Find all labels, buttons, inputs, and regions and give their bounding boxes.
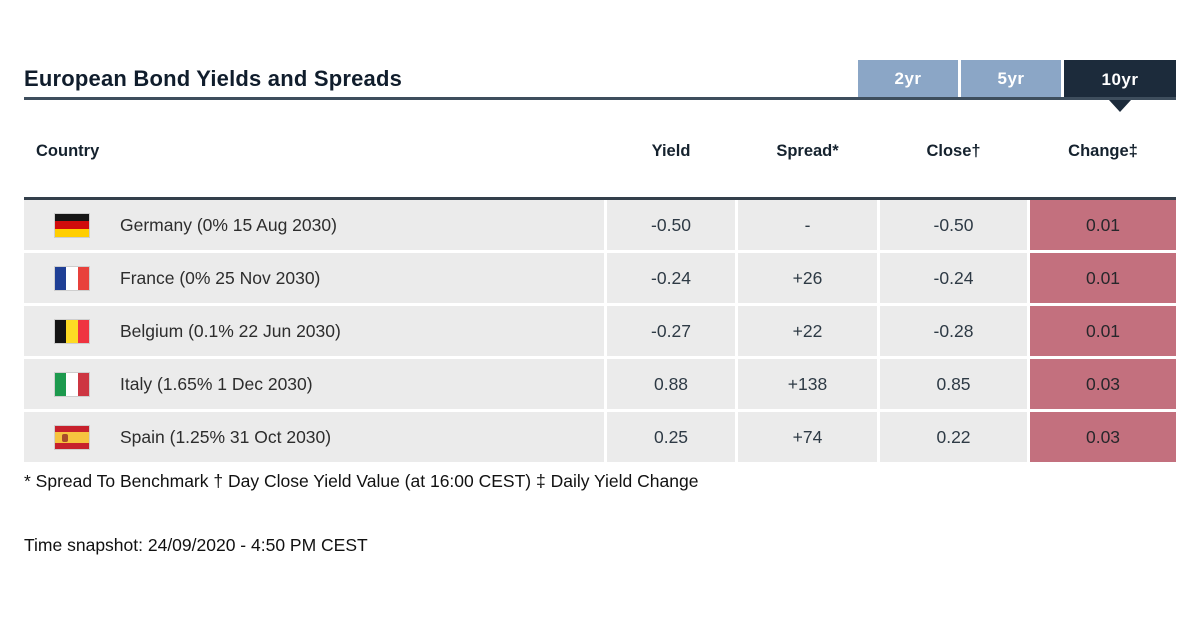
country-cell: Italy (1.65% 1 Dec 2030) (24, 359, 604, 409)
country-label: Italy (1.65% 1 Dec 2030) (120, 373, 313, 394)
table-row: Italy (1.65% 1 Dec 2030) 0.88 +138 0.85 … (24, 359, 1176, 409)
spain-emblem-icon (62, 433, 68, 442)
change-value: 0.03 (1030, 412, 1176, 462)
spread-value: +74 (738, 412, 877, 462)
tab-2yr[interactable]: 2yr (858, 60, 958, 97)
active-tab-caret-icon (1109, 100, 1131, 112)
country-cell: France (0% 25 Nov 2030) (24, 253, 604, 303)
france-flag-icon (55, 266, 89, 290)
table-row: Spain (1.25% 31 Oct 2030) 0.25 +74 0.22 … (24, 412, 1176, 462)
tab-10yr[interactable]: 10yr (1064, 60, 1176, 112)
close-value: 0.85 (880, 359, 1027, 409)
tab-10yr-label: 10yr (1101, 70, 1139, 89)
change-value: 0.01 (1030, 306, 1176, 356)
close-value: -0.50 (880, 200, 1027, 250)
column-header-close: Close† (926, 141, 981, 160)
tab-5yr-label: 5yr (997, 68, 1025, 88)
table-body: Germany (0% 15 Aug 2030) -0.50 - -0.50 0… (24, 197, 1176, 462)
footnote: * Spread To Benchmark † Day Close Yield … (24, 471, 699, 491)
spread-value: +26 (738, 253, 877, 303)
change-value: 0.01 (1030, 200, 1176, 250)
change-value: 0.01 (1030, 253, 1176, 303)
country-cell: Germany (0% 15 Aug 2030) (24, 200, 604, 250)
spread-value: - (738, 200, 877, 250)
table-row: France (0% 25 Nov 2030) -0.24 +26 -0.24 … (24, 253, 1176, 303)
tab-5yr[interactable]: 5yr (961, 60, 1061, 97)
page-title: European Bond Yields and Spreads (24, 66, 403, 91)
germany-flag-icon (55, 213, 89, 237)
country-label: France (0% 25 Nov 2030) (120, 267, 321, 288)
time-snapshot: Time snapshot: 24/09/2020 - 4:50 PM CEST (24, 535, 368, 555)
yield-value: -0.27 (607, 306, 735, 356)
column-header-spread: Spread* (776, 141, 839, 160)
country-cell: Belgium (0.1% 22 Jun 2030) (24, 306, 604, 356)
close-value: -0.24 (880, 253, 1027, 303)
spread-value: +138 (738, 359, 877, 409)
table-header-row: Country Yield Spread* Close† Change‡ (24, 136, 1176, 166)
table-row: Belgium (0.1% 22 Jun 2030) -0.27 +22 -0.… (24, 306, 1176, 356)
yield-value: -0.50 (607, 200, 735, 250)
column-header-yield: Yield (651, 141, 691, 160)
close-value: -0.28 (880, 306, 1027, 356)
change-value: 0.03 (1030, 359, 1176, 409)
column-header-change: Change‡ (1068, 141, 1138, 160)
column-header-country: Country (36, 141, 100, 160)
yield-value: 0.88 (607, 359, 735, 409)
tab-2yr-label: 2yr (894, 68, 922, 88)
italy-flag-icon (55, 372, 89, 396)
yield-value: -0.24 (607, 253, 735, 303)
country-label: Spain (1.25% 31 Oct 2030) (120, 426, 332, 447)
title-underline (24, 97, 1176, 100)
country-label: Belgium (0.1% 22 Jun 2030) (120, 320, 341, 341)
close-value: 0.22 (880, 412, 1027, 462)
table-row: Germany (0% 15 Aug 2030) -0.50 - -0.50 0… (24, 200, 1176, 250)
belgium-flag-icon (55, 319, 89, 343)
maturity-tabs: 2yr 5yr 10yr (858, 60, 1176, 112)
country-label: Germany (0% 15 Aug 2030) (120, 214, 337, 235)
spread-value: +22 (738, 306, 877, 356)
yield-value: 0.25 (607, 412, 735, 462)
country-cell: Spain (1.25% 31 Oct 2030) (24, 412, 604, 462)
spain-flag-icon (55, 425, 89, 449)
